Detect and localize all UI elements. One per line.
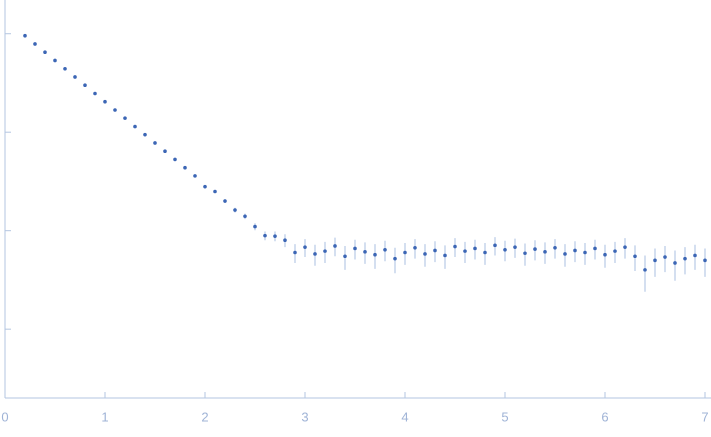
data-point xyxy=(503,247,507,252)
x-tick-label: 0 xyxy=(1,409,8,424)
data-point xyxy=(623,245,627,249)
data-point xyxy=(533,247,537,251)
data-point xyxy=(633,254,637,259)
data-point xyxy=(33,42,37,46)
data-point xyxy=(323,249,327,253)
data-point xyxy=(123,116,127,120)
x-tick-label: 6 xyxy=(601,409,608,424)
data-point xyxy=(383,247,387,252)
data-point xyxy=(103,99,107,104)
data-point xyxy=(23,33,27,38)
data-point xyxy=(393,256,397,261)
data-point xyxy=(53,58,57,63)
data-point xyxy=(343,254,347,259)
data-point xyxy=(483,250,487,255)
data-point xyxy=(83,83,87,88)
data-point xyxy=(273,234,277,238)
data-point xyxy=(463,249,467,253)
data-point xyxy=(543,250,547,254)
data-point xyxy=(473,246,477,251)
data-point xyxy=(583,250,587,255)
data-point xyxy=(333,244,337,248)
data-point xyxy=(193,174,197,178)
x-tick-label: 3 xyxy=(301,409,308,424)
data-point xyxy=(353,246,357,251)
data-point xyxy=(153,141,157,145)
data-point xyxy=(183,165,187,170)
data-point xyxy=(423,252,427,256)
data-point xyxy=(413,246,417,250)
data-point xyxy=(573,248,577,253)
data-point xyxy=(703,258,707,263)
data-point xyxy=(63,66,67,71)
data-point xyxy=(653,258,657,263)
data-point xyxy=(373,252,377,257)
data-point xyxy=(643,268,647,272)
data-point xyxy=(693,253,697,258)
x-tick-label: 2 xyxy=(201,409,208,424)
data-point xyxy=(663,255,667,259)
x-tick-label: 7 xyxy=(701,409,708,424)
data-point xyxy=(303,245,307,249)
data-point xyxy=(213,189,217,194)
data-point xyxy=(163,149,167,154)
data-point xyxy=(43,50,47,55)
data-point xyxy=(243,214,247,219)
x-tick-label: 5 xyxy=(501,409,508,424)
data-point xyxy=(563,252,567,256)
data-point xyxy=(233,208,237,212)
x-tick-label: 1 xyxy=(101,409,108,424)
data-point xyxy=(293,250,297,255)
data-point xyxy=(173,157,177,162)
data-point xyxy=(673,261,677,265)
data-point xyxy=(133,124,137,129)
data-point xyxy=(513,245,517,249)
data-point xyxy=(453,244,457,249)
data-point xyxy=(443,253,447,258)
data-point xyxy=(73,75,77,79)
data-point xyxy=(683,256,687,261)
data-point xyxy=(593,246,597,251)
data-point xyxy=(143,132,147,137)
data-point xyxy=(493,243,497,248)
data-point xyxy=(313,252,317,256)
data-point xyxy=(263,233,267,238)
data-point xyxy=(113,108,117,112)
data-point xyxy=(613,249,617,253)
data-point xyxy=(433,248,437,253)
data-point xyxy=(603,252,607,257)
x-tick-label: 4 xyxy=(401,409,408,424)
data-point xyxy=(403,250,407,255)
data-point xyxy=(363,250,367,254)
data-point xyxy=(553,246,557,250)
data-point xyxy=(253,224,257,229)
data-point xyxy=(223,199,227,203)
data-point xyxy=(283,238,287,243)
data-point xyxy=(203,184,207,189)
data-point xyxy=(93,91,97,96)
data-point xyxy=(523,251,527,256)
